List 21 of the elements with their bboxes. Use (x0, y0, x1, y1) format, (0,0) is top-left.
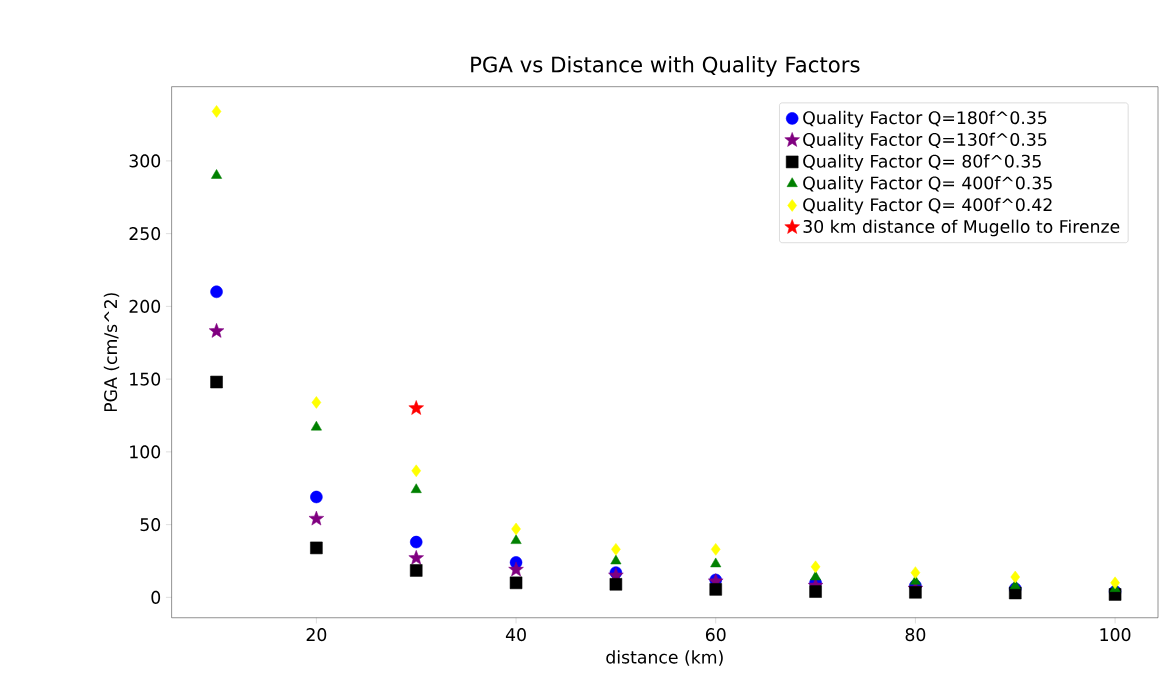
y-axis-title: PGA (cm/s^2) (103, 292, 120, 411)
y-tick-label: 200 (129, 299, 161, 313)
chart-title: PGA vs Distance with Quality Factors (471, 55, 860, 77)
legend-label: Quality Factor Q=180f^0.35 (803, 110, 1047, 128)
y-tick-label: 250 (129, 226, 161, 240)
y-tick-label: 300 (129, 154, 161, 168)
x-tick-label: 20 (306, 627, 327, 641)
x-tick-label: 100 (1100, 627, 1131, 641)
legend-label: Quality Factor Q= 80f^0.35 (803, 154, 1041, 171)
x-tick-label: 60 (705, 627, 726, 641)
legend-label: Quality Factor Q=130f^0.35 (803, 132, 1047, 150)
x-tick-label: 80 (905, 627, 926, 641)
y-tick-label: 100 (130, 445, 161, 459)
legend-label: 30 km distance of Mugello to Firenze (803, 219, 1120, 237)
x-axis-title: distance (km) (606, 650, 723, 666)
x-tick-label: 40 (505, 627, 526, 641)
legend-label: Quality Factor Q= 400f^0.35 (803, 175, 1052, 193)
y-tick-label: 0 (151, 590, 161, 604)
y-tick-label: 150 (130, 372, 161, 386)
y-tick-label: 50 (140, 517, 161, 531)
legend-label: Quality Factor Q= 400f^0.42 (803, 197, 1052, 215)
